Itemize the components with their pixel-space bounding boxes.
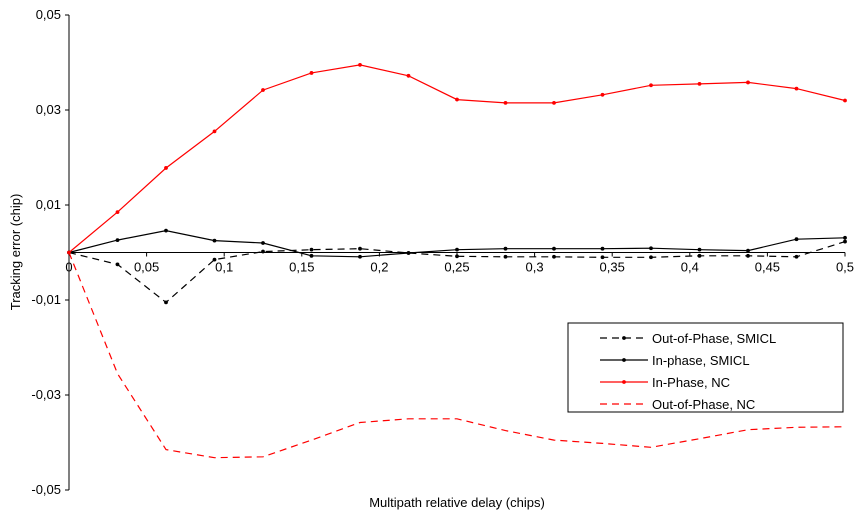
data-point	[843, 239, 847, 244]
data-point	[261, 88, 265, 92]
data-point	[261, 241, 265, 245]
x-ticks: 0 0,05 0,1 0,15 0,2 0,25 0,3 0,35 0,4 0,45 0,5	[65, 252, 854, 275]
y-axis-title: Tracking error (chip)	[8, 194, 23, 311]
x-tick-label: 0,15	[289, 260, 314, 275]
data-point	[794, 86, 799, 91]
data-point	[697, 253, 702, 258]
series-layer	[67, 62, 847, 459]
series-line	[68, 252, 846, 459]
data-point	[164, 228, 168, 233]
x-tick-label: 0,2	[370, 260, 388, 275]
data-point	[503, 246, 508, 251]
data-point	[406, 251, 411, 255]
data-point	[115, 238, 120, 243]
data-point	[358, 246, 362, 251]
x-tick-label: 0	[65, 260, 72, 275]
y-tick-label: -0,01	[31, 292, 61, 307]
data-point	[164, 300, 168, 305]
data-point	[649, 246, 653, 251]
x-tick-label: 0,3	[526, 260, 544, 275]
y-tick-label: -0,05	[31, 482, 61, 497]
legend-label: Out-of-Phase, SMICL	[652, 331, 776, 346]
data-point	[406, 73, 411, 78]
x-tick-label: 0,5	[836, 260, 854, 275]
x-tick-label: 0,1	[215, 260, 233, 275]
data-point	[552, 100, 556, 105]
data-point	[746, 253, 750, 258]
series-line	[68, 64, 846, 253]
y-ticks: 0,05 0,03 0,01 -0,01 -0,03 -0,05	[31, 7, 69, 497]
y-tick-label: 0,03	[36, 102, 61, 117]
data-point	[309, 71, 314, 75]
data-point	[503, 100, 508, 105]
legend-label: In-phase, SMICL	[652, 353, 750, 368]
data-point	[552, 254, 556, 259]
legend-marker	[622, 336, 626, 340]
x-tick-label: 0,25	[444, 260, 469, 275]
y-tick-label: 0,05	[36, 7, 61, 22]
legend-label: Out-of-Phase, NC	[652, 397, 755, 412]
x-tick-label: 0,45	[755, 260, 780, 275]
data-point	[455, 247, 459, 252]
data-point	[212, 257, 217, 262]
data-point	[794, 237, 799, 242]
data-point	[503, 254, 508, 259]
x-axis-title: Multipath relative delay (chips)	[369, 495, 545, 510]
x-tick-label: 0,35	[600, 260, 625, 275]
data-point	[746, 80, 750, 85]
series-line	[68, 241, 846, 304]
data-point	[358, 254, 362, 259]
data-point	[600, 255, 605, 260]
data-point	[455, 254, 459, 259]
legend-marker	[622, 358, 626, 362]
legend-label: In-Phase, NC	[652, 375, 730, 390]
series-3	[68, 252, 846, 459]
data-point	[843, 98, 847, 103]
series-2	[67, 62, 847, 255]
data-point	[309, 247, 314, 252]
data-point	[649, 255, 653, 260]
y-tick-label: 0,01	[36, 197, 61, 212]
series-1	[67, 228, 847, 259]
data-point	[552, 246, 556, 251]
x-tick-label: 0,4	[681, 260, 699, 275]
data-point	[212, 129, 217, 134]
data-point	[164, 166, 168, 170]
data-point	[309, 253, 314, 258]
data-point	[649, 83, 653, 88]
data-point	[358, 62, 362, 67]
data-point	[794, 254, 799, 259]
x-tick-label: 0,05	[134, 260, 159, 275]
data-point	[115, 262, 120, 267]
data-point	[455, 97, 459, 102]
data-point	[697, 247, 702, 252]
data-point	[600, 92, 605, 97]
data-point	[600, 246, 605, 251]
data-point	[261, 249, 265, 254]
data-point	[843, 235, 847, 240]
y-tick-label: -0,03	[31, 387, 61, 402]
data-point	[746, 248, 750, 253]
data-point	[212, 238, 217, 243]
legend: Out-of-Phase, SMICL In-phase, SMICL In-Pha…	[567, 322, 844, 413]
data-point	[697, 81, 702, 86]
legend-marker	[622, 380, 626, 384]
data-point	[115, 210, 120, 215]
